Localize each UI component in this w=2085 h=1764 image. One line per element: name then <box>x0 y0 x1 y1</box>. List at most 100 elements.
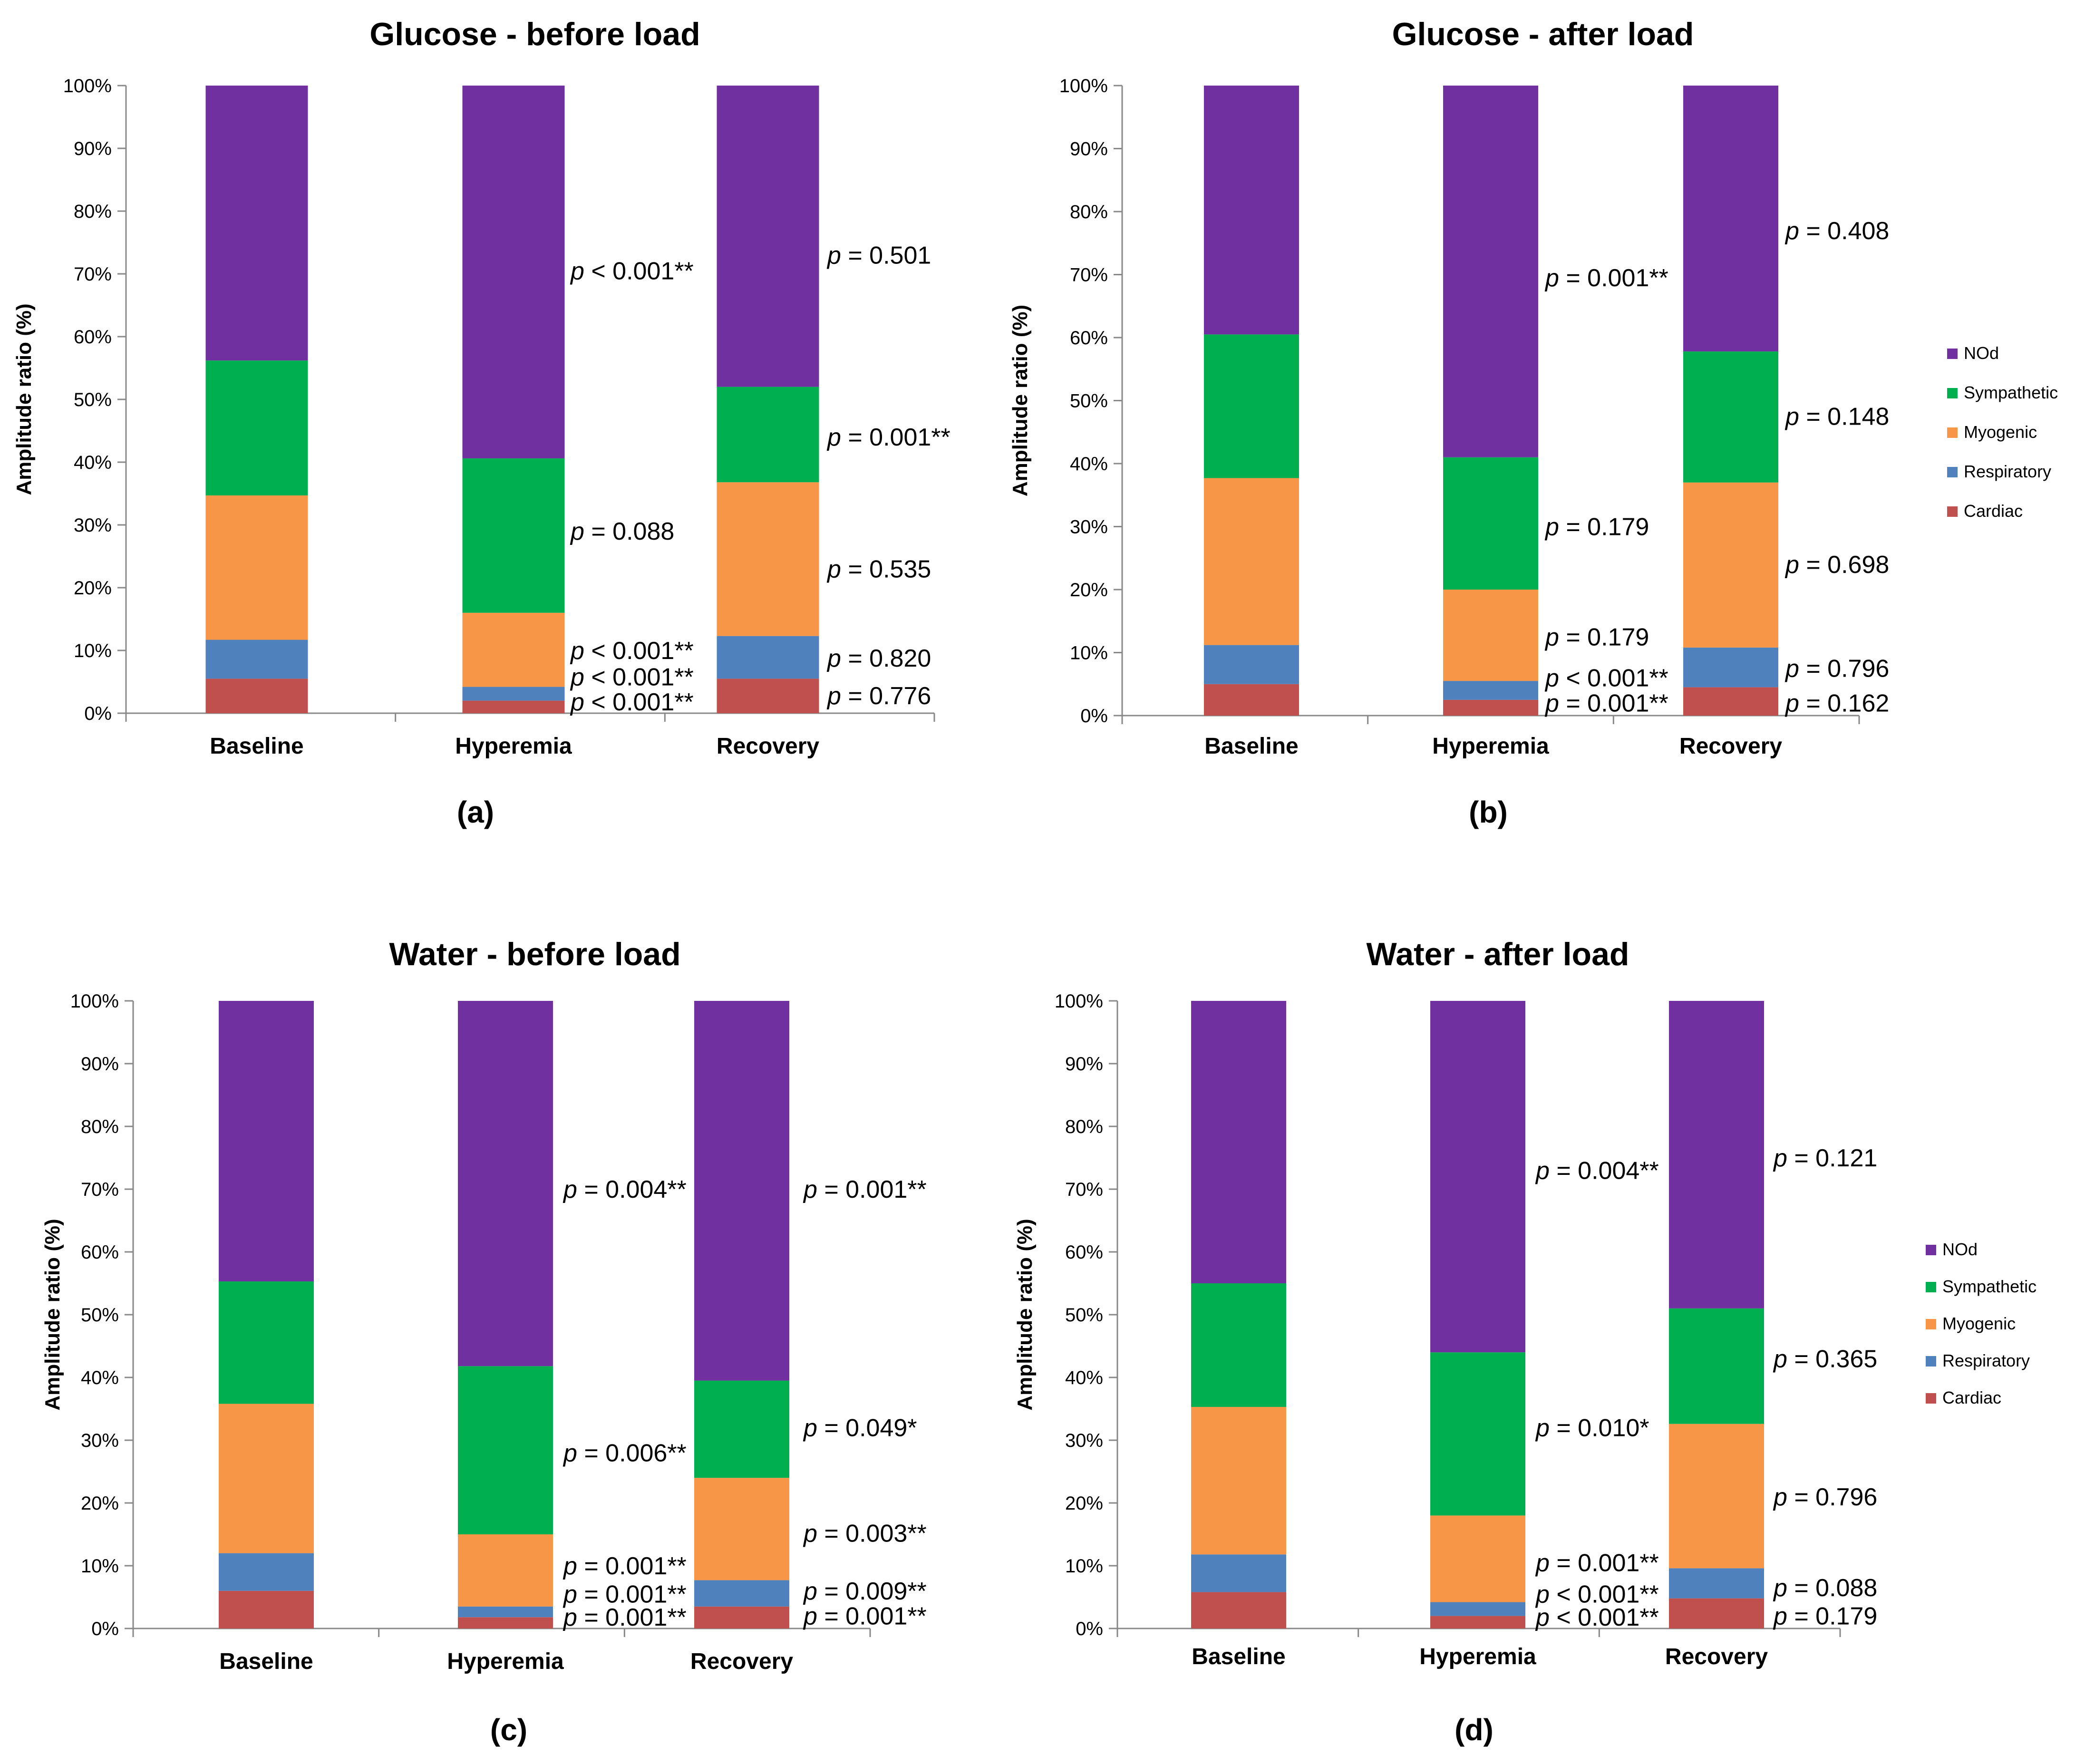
bar-cardiac-baseline <box>219 1590 314 1628</box>
p-symbol: p <box>1544 665 1559 692</box>
panel-label: (b) <box>1469 795 1508 829</box>
p-symbol: p <box>826 242 841 269</box>
y-tick-label: 20% <box>1065 1493 1103 1514</box>
x-tick-label: Baseline <box>1192 1644 1285 1669</box>
p-value-text: = 0.006** <box>577 1439 687 1467</box>
bar-respiratory-recovery <box>1669 1568 1764 1599</box>
p-symbol: p <box>1535 1157 1550 1184</box>
y-tick-label: 90% <box>81 1054 119 1075</box>
p-symbol: p <box>570 637 584 665</box>
y-tick-label: 100% <box>1055 991 1103 1012</box>
p-value-text: < 0.001** <box>1559 665 1668 692</box>
p-symbol: p <box>803 1415 817 1442</box>
chart-panel-d: Water - after load 0% 10% 20% 30% 40% 50% 60% 70… <box>1013 936 2037 1747</box>
y-tick-label: 40% <box>1065 1367 1103 1388</box>
p-value-annotation: p < 0.001** <box>1544 665 1668 692</box>
legend-label: Myogenic <box>1942 1314 2016 1333</box>
p-symbol: p <box>803 1603 817 1630</box>
y-tick-label: 10% <box>1065 1556 1103 1577</box>
bar-respiratory-hyperemia <box>1430 1602 1525 1616</box>
p-value-text: = 0.088 <box>584 518 674 545</box>
p-value-text: = 0.121 <box>1787 1144 1877 1172</box>
p-value-annotation: p < 0.001** <box>570 257 694 285</box>
legend-label: Sympathetic <box>1942 1277 2037 1296</box>
p-value-text: = 0.003** <box>817 1520 927 1547</box>
bar-sympathetic-recovery <box>717 387 819 483</box>
p-symbol: p <box>570 688 584 716</box>
p-value-text: = 0.796 <box>1799 655 1889 683</box>
p-value-annotation: p = 0.006** <box>562 1439 687 1467</box>
p-symbol: p <box>562 1604 577 1631</box>
p-symbol: p <box>1784 655 1799 683</box>
chart-title: Glucose - before load <box>369 16 700 52</box>
p-value-annotation: p = 0.796 <box>1773 1483 1877 1511</box>
p-symbol: p <box>1544 690 1559 717</box>
y-tick-label: 30% <box>1070 517 1108 538</box>
x-tick-label: Recovery <box>690 1649 793 1674</box>
legend-swatch-respiratory <box>1926 1356 1936 1367</box>
p-value-annotation: p < 0.001** <box>570 637 694 665</box>
y-tick-label: 70% <box>1065 1179 1103 1200</box>
bar-nod-recovery <box>1669 1001 1764 1308</box>
p-symbol: p <box>826 555 841 583</box>
p-value-annotation: p = 0.535 <box>826 555 931 583</box>
p-value-annotation: p = 0.001** <box>562 1604 687 1631</box>
y-tick-label: 40% <box>74 452 112 473</box>
bar-myogenic-hyperemia <box>458 1534 553 1607</box>
p-value-text: = 0.698 <box>1799 551 1889 579</box>
y-tick-label: 90% <box>1065 1054 1103 1075</box>
bar-respiratory-recovery <box>694 1580 789 1607</box>
p-value-text: = 0.001** <box>841 424 950 451</box>
p-symbol: p <box>562 1552 577 1580</box>
p-value-annotation: p = 0.009** <box>803 1578 927 1605</box>
legend-swatch-sympathetic <box>1947 388 1958 398</box>
bar-respiratory-hyperemia <box>1443 681 1538 700</box>
p-symbol: p <box>1535 1580 1550 1608</box>
y-tick-label: 80% <box>1070 202 1108 223</box>
p-value-annotation: p < 0.001** <box>1535 1580 1659 1608</box>
bar-respiratory-hyperemia <box>458 1606 553 1618</box>
legend: NOd Sympathetic Myogenic Respiratory Cardiac <box>1926 1240 2037 1407</box>
p-value-annotation: p < 0.001** <box>1535 1604 1659 1631</box>
p-symbol: p <box>562 1176 577 1203</box>
y-tick-label: 70% <box>81 1179 119 1200</box>
p-value-annotation: p = 0.001** <box>803 1176 927 1203</box>
bar-nod-recovery <box>694 1001 789 1381</box>
p-value-annotation: p = 0.049* <box>803 1415 917 1442</box>
p-symbol: p <box>1544 623 1559 651</box>
panel-label: (a) <box>457 795 494 829</box>
bar-respiratory-baseline <box>1191 1554 1286 1592</box>
p-value-text: = 0.001** <box>577 1580 687 1608</box>
bar-sympathetic-baseline <box>1204 334 1299 478</box>
p-value-annotation: p = 0.501 <box>826 242 931 269</box>
bar-myogenic-baseline <box>1191 1407 1286 1555</box>
bar-nod-recovery <box>1683 86 1778 352</box>
p-value-text: = 0.001** <box>577 1552 687 1580</box>
y-tick-label: 70% <box>1070 265 1108 286</box>
panel-label: (d) <box>1455 1713 1493 1747</box>
p-symbol: p <box>570 663 584 691</box>
x-tick-label: Hyperemia <box>455 734 572 759</box>
y-tick-label: 80% <box>1065 1116 1103 1137</box>
y-tick-label: 80% <box>74 201 112 222</box>
p-value-text: = 0.001** <box>1559 690 1668 717</box>
p-value-annotation: p = 0.088 <box>570 518 674 545</box>
bar-cardiac-recovery <box>1669 1598 1764 1628</box>
bar-myogenic-recovery <box>717 482 819 636</box>
p-symbol: p <box>1773 1603 1787 1630</box>
bar-nod-hyperemia <box>1430 1001 1525 1353</box>
p-value-annotation: p = 0.148 <box>1784 403 1889 431</box>
legend-label: NOd <box>1964 343 1999 363</box>
p-symbol: p <box>570 257 584 285</box>
p-value-annotation: p = 0.001** <box>562 1552 687 1580</box>
y-tick-label: 0% <box>91 1619 119 1639</box>
x-tick-label: Hyperemia <box>1419 1644 1536 1669</box>
y-tick-label: 50% <box>1065 1305 1103 1326</box>
p-symbol: p <box>1784 217 1799 245</box>
x-tick-label: Recovery <box>717 734 819 759</box>
bar-sympathetic-hyperemia <box>458 1366 553 1534</box>
bar-cardiac-baseline <box>1191 1592 1286 1628</box>
bar-myogenic-baseline <box>1204 478 1299 645</box>
bar-nod-baseline <box>219 1001 314 1282</box>
